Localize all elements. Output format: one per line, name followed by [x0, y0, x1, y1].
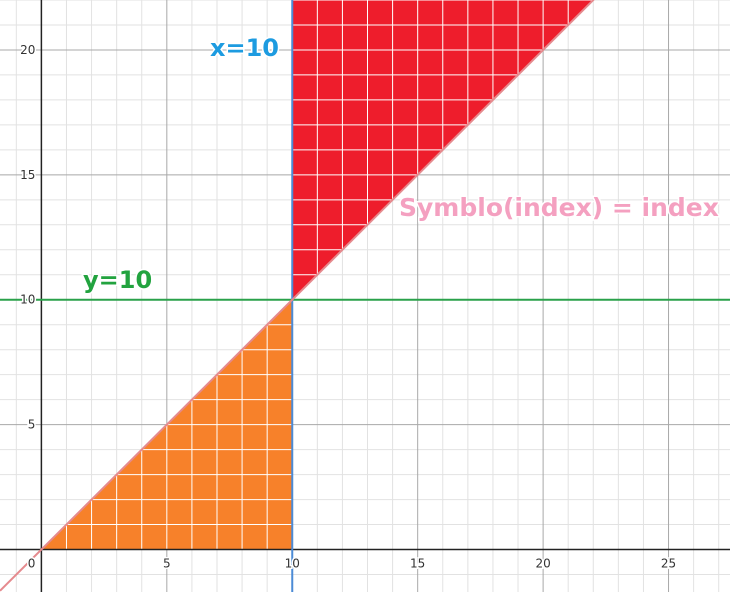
y-tick-label: 5	[28, 418, 36, 432]
curve-label: Symblo(index) = index	[399, 193, 719, 222]
y-tick-label: 10	[20, 293, 35, 307]
y-tick-label: 20	[20, 43, 35, 57]
origin-tick-label: 0	[28, 557, 36, 571]
y-tick-label: 15	[20, 168, 35, 182]
x-tick-label: 10	[285, 557, 300, 571]
x-tick-label: 20	[535, 557, 550, 571]
x-tick-label: 25	[661, 557, 676, 571]
tick-labels: 0 5 10 15 20 25 5 10 15 20	[19, 41, 678, 572]
x-tick-label: 15	[410, 557, 425, 571]
curve-label: x=10	[210, 34, 279, 62]
curve-labels: y=10 x=10 Symblo(index) = index	[82, 33, 721, 296]
x-tick-label: 5	[163, 557, 171, 571]
curve-label: y=10	[83, 266, 152, 294]
